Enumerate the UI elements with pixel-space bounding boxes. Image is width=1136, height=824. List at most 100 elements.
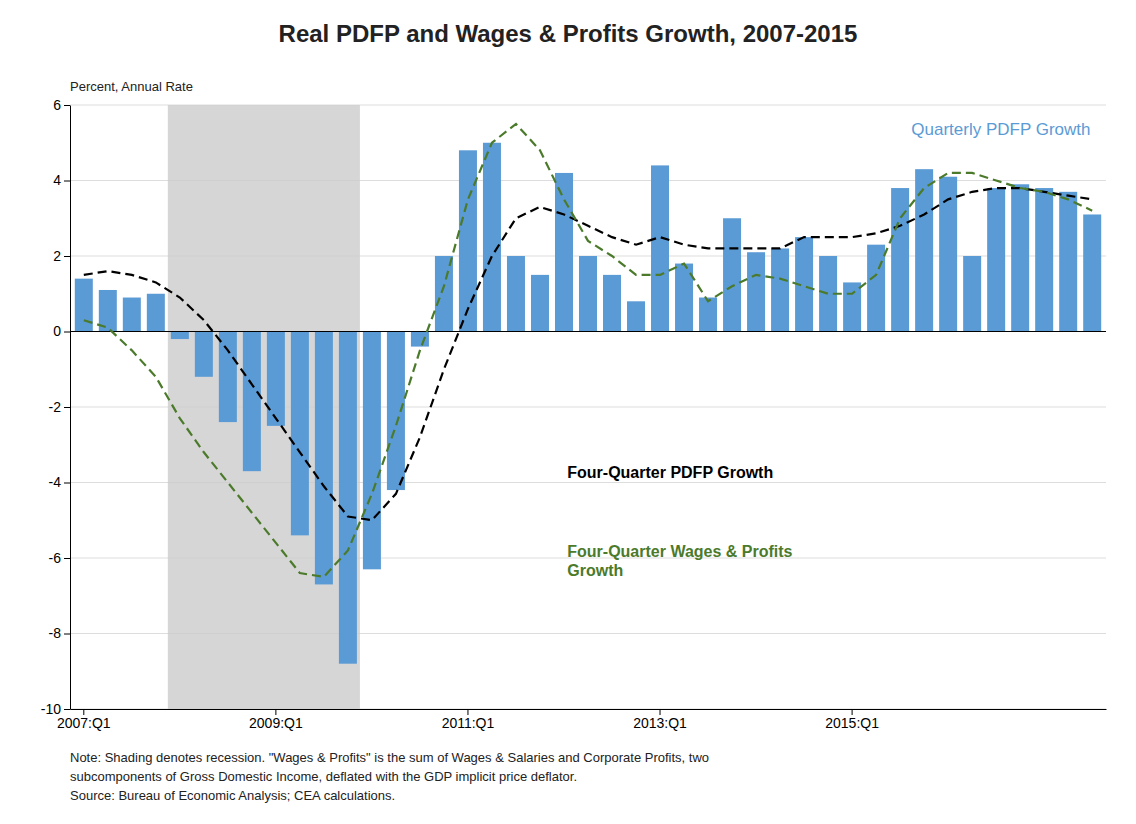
y-tick-label: 6: [53, 97, 61, 113]
bar: [699, 298, 717, 332]
grid: [70, 105, 1106, 709]
plot: 2007:Q1 2009:Q1 2011:Q1 2013:Q1 2015:Q1 -10 -8…: [41, 97, 1107, 731]
x-tick: 2007:Q1: [57, 709, 111, 731]
bar: [339, 332, 357, 664]
y-tick-mark: [64, 558, 70, 559]
bar: [579, 256, 597, 332]
y-tick-mark: [64, 181, 70, 182]
bar: [171, 332, 189, 340]
series-label: Four-Quarter Wages & Profits Growth: [567, 543, 792, 579]
series-label-line: Growth: [567, 562, 623, 579]
y-tick: -10: [41, 701, 70, 717]
bar: [891, 188, 909, 331]
bar: [915, 169, 933, 331]
y-tick-mark: [64, 634, 70, 635]
y-tick: 0: [53, 323, 70, 339]
y-tick-label: -8: [49, 625, 62, 641]
bar: [243, 332, 261, 472]
y-axis-line: [70, 106, 71, 710]
series-label-line: Four-Quarter PDFP Growth: [567, 465, 773, 482]
x-tick-label: 2007:Q1: [57, 715, 111, 731]
notes: Note: Shading denotes recession. "Wages …: [70, 750, 709, 803]
note: subcomponents of Gross Domestic Income, …: [70, 769, 577, 784]
y-tick-mark: [64, 709, 70, 710]
bar: [651, 165, 669, 331]
series-label-line: Quarterly PDFP Growth: [911, 120, 1090, 139]
bar: [771, 248, 789, 331]
chart: Real PDFP and Wages & Profits Growth, 20…: [0, 0, 1136, 824]
bar: [555, 173, 573, 332]
bar: [867, 245, 885, 332]
series-label-line: Four-Quarter Wages & Profits: [567, 543, 792, 560]
x-tick: 2011:Q1: [442, 709, 495, 731]
bar: [843, 282, 861, 331]
bar: [603, 275, 621, 332]
bar: [747, 252, 765, 331]
y-axis-label: Percent, Annual Rate: [70, 79, 193, 94]
line: [84, 188, 1092, 520]
x-tick: 2009:Q1: [249, 709, 303, 731]
x-tick-label: 2013:Q1: [633, 715, 687, 731]
y-tick-mark: [64, 483, 70, 484]
bar: [411, 332, 429, 347]
bar: [987, 188, 1005, 331]
page: {"chart_data": { "type": "bar", "title":…: [0, 0, 1136, 824]
bar: [195, 332, 213, 377]
series-label: Quarterly PDFP Growth: [911, 120, 1090, 139]
bar: [387, 332, 405, 491]
series-label: Four-Quarter PDFP Growth: [567, 465, 773, 482]
x-tick-label: 2015:Q1: [825, 715, 879, 731]
x-tick: 2015:Q1: [825, 709, 879, 731]
y-tick: 6: [53, 97, 70, 113]
title: Real PDFP and Wages & Profits Growth, 20…: [279, 20, 858, 47]
bar: [1011, 184, 1029, 331]
y-tick-label: -10: [41, 701, 61, 717]
y-tick-mark: [64, 407, 70, 408]
x-tick-label: 2011:Q1: [442, 715, 495, 731]
line: [84, 124, 1092, 577]
bar: [483, 143, 501, 332]
y-tick: -8: [49, 625, 70, 641]
note: Source: Bureau of Economic Analysis; CEA…: [70, 788, 395, 803]
y-tick-label: -2: [49, 399, 62, 415]
y-tick-label: 4: [53, 172, 61, 188]
bar: [963, 256, 981, 332]
x-axis-line: [71, 709, 1107, 710]
y-tick: -6: [49, 550, 70, 566]
bar: [147, 294, 165, 332]
series-labels: Quarterly PDFP Growth Four-Quarter PDFP G…: [567, 120, 1090, 579]
y-axis: -10 -8 -6 -4 -2 0 2 4 6: [41, 97, 71, 717]
y-tick-label: 2: [53, 248, 61, 264]
y-tick-label: 0: [53, 323, 61, 339]
y-tick-mark: [64, 256, 70, 257]
y-tick-label: -6: [49, 550, 62, 566]
bar: [723, 218, 741, 331]
bar: [123, 298, 141, 332]
zero-line: [70, 331, 1106, 332]
y-tick-mark: [64, 105, 70, 106]
bar: [627, 301, 645, 331]
bar: [291, 332, 309, 536]
x-axis: 2007:Q1 2009:Q1 2011:Q1 2013:Q1 2015:Q1: [57, 709, 1107, 731]
y-tick-mark: [64, 332, 70, 333]
x-tick: 2013:Q1: [633, 709, 687, 731]
note: Note: Shading denotes recession. "Wages …: [70, 750, 709, 765]
bar: [507, 256, 525, 332]
marks: [70, 105, 1106, 709]
bar: [435, 256, 453, 332]
bar: [459, 150, 477, 331]
recession-shading: [168, 105, 360, 709]
y-tick: 4: [53, 172, 70, 188]
y-tick-label: -4: [49, 474, 62, 490]
bar: [1035, 188, 1053, 331]
bar: [75, 279, 93, 332]
grid-line: [70, 331, 1106, 332]
bar: [363, 332, 381, 570]
bar-series: [75, 143, 1101, 664]
bar: [267, 332, 285, 426]
bar: [1059, 192, 1077, 332]
y-tick: -4: [49, 474, 70, 490]
x-tick-label: 2009:Q1: [249, 715, 303, 731]
bar: [315, 332, 333, 585]
bar: [531, 275, 549, 332]
